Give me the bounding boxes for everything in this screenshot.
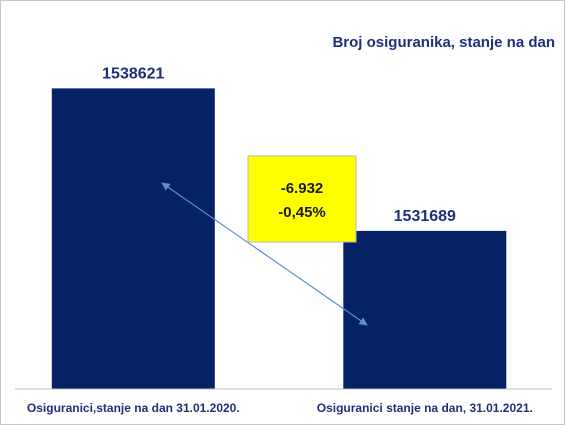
- data-label-2: 1531689: [394, 208, 456, 225]
- data-label-1: 1538621: [102, 65, 164, 82]
- change-annotation-box: [247, 155, 357, 243]
- bar-1: [51, 88, 215, 390]
- category-label-1: Osiguranici,stanje na dan 31.01.2020.: [27, 401, 240, 415]
- change-absolute-label: -6.932: [281, 180, 324, 197]
- change-percent-label: -0,45%: [278, 204, 326, 221]
- change-arrow: [161, 182, 368, 326]
- chart-title: Broj osiguranika, stanje na dan: [332, 34, 555, 51]
- bar-2: [343, 230, 507, 389]
- category-label-2: Osiguranici stanje na dan, 31.01.2021.: [317, 401, 533, 415]
